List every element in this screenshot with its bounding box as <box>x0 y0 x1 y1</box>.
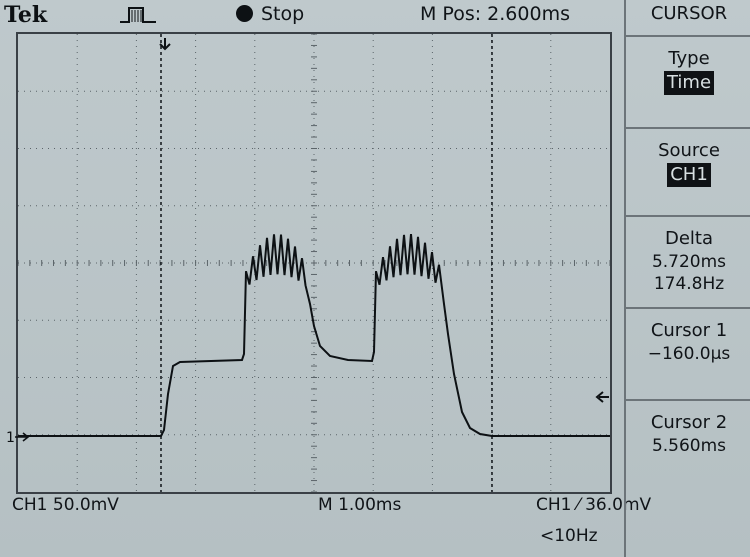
cursor-menu: CURSOR Type Time Source CH1 Delta 5.720m… <box>624 0 750 557</box>
ch1-waveform <box>18 234 610 437</box>
cursor-delta-readout: Delta 5.720ms 174.8Hz <box>626 215 750 307</box>
cursor-source-value: CH1 <box>667 163 711 187</box>
run-state-indicator: Stop <box>236 3 304 25</box>
stop-dot-icon <box>236 5 253 22</box>
status-bar: Tek Stop M Pos: 2.600ms <box>0 0 622 30</box>
cursor-1-button[interactable]: Cursor 1 −160.0µs <box>626 307 750 399</box>
channel-scale-readout: CH1 50.0mV <box>12 495 119 515</box>
delta-label: Delta <box>664 228 714 249</box>
cursor-1-value: −160.0µs <box>647 344 731 364</box>
timebase-readout: M 1.00ms <box>318 495 402 515</box>
svg-text:1: 1 <box>6 430 15 446</box>
cursor-1-label: Cursor 1 <box>650 320 728 341</box>
cursor-2-value: 5.560ms <box>651 436 727 456</box>
cursor-type-label: Type <box>668 48 710 69</box>
menu-title: CURSOR <box>650 3 728 24</box>
trigger-level-arrow-icon <box>595 391 609 403</box>
cursor-type-button[interactable]: Type Time <box>626 35 750 127</box>
graticule <box>16 32 612 494</box>
cursor-source-button[interactable]: Source CH1 <box>626 127 750 215</box>
pulse-trigger-icon <box>120 7 156 23</box>
trigger-position-arrow-icon <box>159 38 171 51</box>
ch1-ground-marker-icon: 1 <box>6 430 30 446</box>
cursor-source-label: Source <box>658 140 720 161</box>
center-ticks <box>18 34 610 492</box>
delta-frequency-value: 174.8Hz <box>653 274 725 294</box>
horizontal-position: M Pos: 2.600ms <box>420 3 570 25</box>
trigger-readout: CH1 ⁄ 36.0mV <box>536 495 652 515</box>
delta-time-value: 5.720ms <box>651 252 727 272</box>
run-state-label: Stop <box>261 3 305 25</box>
brand-logo: Tek <box>4 2 48 28</box>
waveform-display <box>18 34 610 492</box>
cursor-2-button[interactable]: Cursor 2 5.560ms <box>626 399 750 491</box>
cursor-2-label: Cursor 2 <box>650 412 728 433</box>
cursor-type-value: Time <box>663 71 715 95</box>
trigger-frequency: <10Hz <box>540 526 598 546</box>
